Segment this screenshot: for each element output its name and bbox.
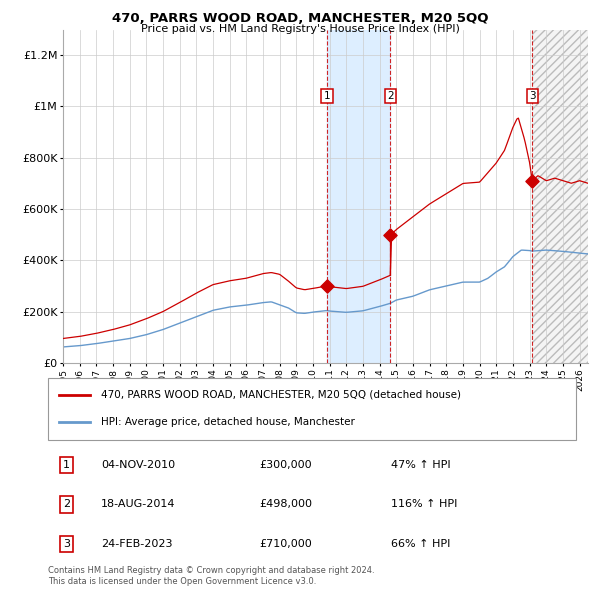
Text: 2: 2 — [387, 91, 394, 101]
Bar — [532, 30, 588, 363]
Text: £300,000: £300,000 — [259, 460, 312, 470]
Text: 18-AUG-2014: 18-AUG-2014 — [101, 500, 175, 509]
Text: This data is licensed under the Open Government Licence v3.0.: This data is licensed under the Open Gov… — [48, 577, 316, 586]
Point — [527, 176, 537, 185]
Text: 470, PARRS WOOD ROAD, MANCHESTER, M20 5QQ (detached house): 470, PARRS WOOD ROAD, MANCHESTER, M20 5Q… — [101, 390, 461, 400]
Point — [385, 231, 395, 240]
Text: 2: 2 — [63, 500, 70, 509]
Text: Contains HM Land Registry data © Crown copyright and database right 2024.: Contains HM Land Registry data © Crown c… — [48, 566, 374, 575]
Bar — [532, 30, 588, 363]
Text: 1: 1 — [323, 91, 331, 101]
Text: 04-NOV-2010: 04-NOV-2010 — [101, 460, 175, 470]
Text: 24-FEB-2023: 24-FEB-2023 — [101, 539, 172, 549]
Text: 47% ↑ HPI: 47% ↑ HPI — [391, 460, 451, 470]
Point — [322, 281, 332, 291]
Text: Price paid vs. HM Land Registry's House Price Index (HPI): Price paid vs. HM Land Registry's House … — [140, 24, 460, 34]
Bar — [327, 30, 390, 363]
Text: £710,000: £710,000 — [259, 539, 312, 549]
Text: 116% ↑ HPI: 116% ↑ HPI — [391, 500, 458, 509]
Text: 3: 3 — [63, 539, 70, 549]
Text: 66% ↑ HPI: 66% ↑ HPI — [391, 539, 451, 549]
Text: 1: 1 — [63, 460, 70, 470]
FancyBboxPatch shape — [48, 378, 576, 440]
Text: 3: 3 — [529, 91, 535, 101]
Text: £498,000: £498,000 — [259, 500, 312, 509]
Text: HPI: Average price, detached house, Manchester: HPI: Average price, detached house, Manc… — [101, 417, 355, 427]
Text: 470, PARRS WOOD ROAD, MANCHESTER, M20 5QQ: 470, PARRS WOOD ROAD, MANCHESTER, M20 5Q… — [112, 12, 488, 25]
